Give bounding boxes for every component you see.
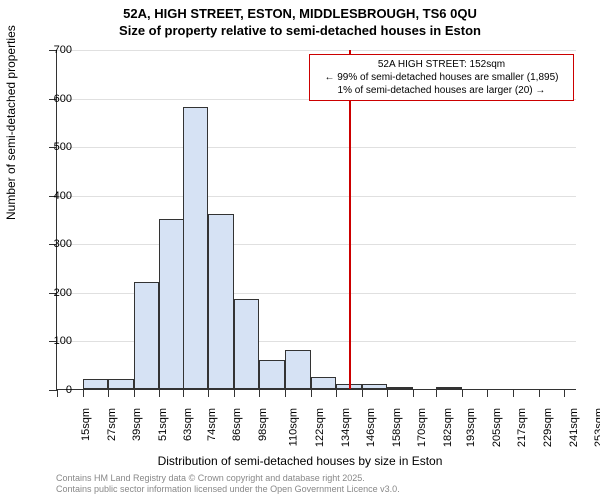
histogram-bar [311,377,337,389]
x-tick-label: 39sqm [131,408,143,441]
x-tick [183,389,184,397]
chart-container: 52A, HIGH STREET, ESTON, MIDDLESBROUGH, … [0,0,600,500]
y-axis-label: Number of semi-detached properties [4,25,18,220]
x-axis-label: Distribution of semi-detached houses by … [0,454,600,468]
histogram-bar [108,379,134,389]
x-tick [159,389,160,397]
x-tick-label: 229sqm [542,408,554,447]
footer-line-2: Contains public sector information licen… [56,484,400,496]
x-tick [362,389,363,397]
histogram-bar [159,219,185,389]
footer-note: Contains HM Land Registry data © Crown c… [56,473,400,496]
histogram-bar [83,379,109,389]
histogram-bar [387,387,413,389]
x-tick-label: 193sqm [465,408,477,447]
title-line-1: 52A, HIGH STREET, ESTON, MIDDLESBROUGH, … [0,6,600,23]
title-line-2: Size of property relative to semi-detach… [0,23,600,40]
x-tick-label: 63sqm [182,408,194,441]
x-tick-label: 122sqm [314,408,326,447]
x-tick [564,389,565,397]
x-tick [311,389,312,397]
annotation-title: 52A HIGH STREET: 152sqm [316,58,567,71]
annotation-line-1: ← 99% of semi-detached houses are smalle… [316,71,567,84]
y-tick-label: 400 [32,190,72,202]
x-tick [234,389,235,397]
histogram-bar [234,299,260,389]
x-tick-label: 27sqm [106,408,118,441]
x-tick [413,389,414,397]
x-tick-label: 170sqm [416,408,428,447]
y-tick-label: 600 [32,93,72,105]
y-tick-label: 500 [32,141,72,153]
x-tick-label: 158sqm [391,408,403,447]
x-tick-label: 241sqm [568,408,580,447]
x-tick-label: 205sqm [491,408,503,447]
x-tick-label: 98sqm [257,408,269,441]
grid-line [57,50,576,51]
x-tick [259,389,260,397]
x-tick [108,389,109,397]
x-tick [83,389,84,397]
histogram-bar [285,350,311,389]
x-tick [539,389,540,397]
x-tick-label: 146sqm [365,408,377,447]
y-tick-label: 700 [32,44,72,56]
histogram-bar [183,107,209,389]
x-tick-label: 134sqm [340,408,352,447]
grid-line [57,244,576,245]
y-tick-label: 100 [32,335,72,347]
x-tick [208,389,209,397]
x-tick-label: 253sqm [593,408,600,447]
histogram-bar [436,387,462,389]
x-tick [387,389,388,397]
x-tick [336,389,337,397]
histogram-bar [259,360,285,389]
chart-title: 52A, HIGH STREET, ESTON, MIDDLESBROUGH, … [0,0,600,40]
histogram-bar [134,282,160,389]
x-tick [134,389,135,397]
y-tick-label: 0 [32,384,72,396]
x-tick-label: 74sqm [206,408,218,441]
x-tick-label: 86sqm [231,408,243,441]
x-tick-label: 51sqm [157,408,169,441]
x-tick-label: 15sqm [80,408,92,441]
annotation-line-2: 1% of semi-detached houses are larger (2… [316,84,567,97]
annotation-box: 52A HIGH STREET: 152sqm ← 99% of semi-de… [309,54,574,101]
x-tick [487,389,488,397]
histogram-bar [208,214,234,389]
y-tick-label: 200 [32,287,72,299]
x-tick [285,389,286,397]
grid-line [57,147,576,148]
histogram-bar [362,384,388,389]
x-tick-label: 182sqm [442,408,454,447]
grid-line [57,196,576,197]
x-tick [462,389,463,397]
plot-area: 52A HIGH STREET: 152sqm ← 99% of semi-de… [56,50,576,390]
x-tick-label: 110sqm [288,408,300,446]
y-tick-label: 300 [32,238,72,250]
x-tick-label: 217sqm [517,408,529,447]
x-tick [513,389,514,397]
x-tick [436,389,437,397]
footer-line-1: Contains HM Land Registry data © Crown c… [56,473,400,485]
